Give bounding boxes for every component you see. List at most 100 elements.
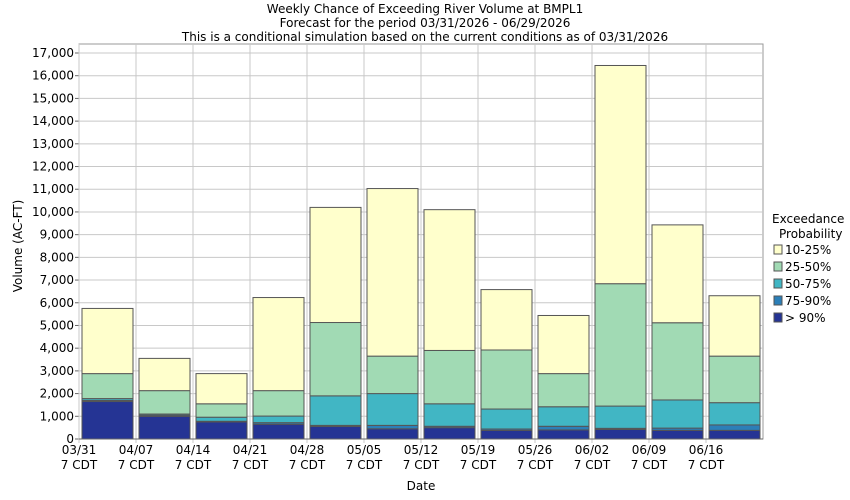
bar-segment-10-25- [708, 295, 761, 357]
x-tick-sublabel: 7 CDT [175, 458, 212, 472]
x-tick-label: 05/19 [461, 443, 496, 457]
y-tick-label: 12,000 [32, 160, 74, 174]
y-tick-label: 15,000 [32, 91, 74, 105]
bar-segment-10-25- [195, 373, 248, 405]
y-tick-label: 17,000 [32, 46, 74, 60]
bar-segment-75-90- [708, 424, 761, 431]
x-axis-label: Date [407, 479, 436, 493]
y-tick-label: 10,000 [32, 205, 74, 219]
bar-segment--90- [195, 421, 248, 440]
chart-title-line: Forecast for the period 03/31/2026 - 06/… [280, 16, 571, 30]
x-tick-sublabel: 7 CDT [631, 458, 668, 472]
legend-swatch [773, 295, 783, 306]
x-tick-label: 04/28 [290, 443, 325, 457]
bar-segment-50-75- [537, 406, 590, 427]
bar-segment--90- [252, 423, 305, 440]
x-tick-sublabel: 7 CDT [574, 458, 611, 472]
x-tick-label: 04/07 [119, 443, 154, 457]
bar-segment-25-50- [195, 403, 248, 418]
x-tick-sublabel: 7 CDT [118, 458, 155, 472]
bar-segment-25-50- [651, 322, 704, 401]
y-tick-label: 4,000 [40, 341, 74, 355]
x-tick-label: 05/26 [518, 443, 553, 457]
bar-segment-10-25- [138, 357, 191, 392]
y-tick-label: 13,000 [32, 137, 74, 151]
bar-segment-10-25- [366, 188, 419, 357]
x-tick-label: 05/12 [404, 443, 439, 457]
bar-segment-50-75- [366, 393, 419, 426]
legend-label: 50-75% [785, 277, 831, 291]
y-tick-label: 5,000 [40, 318, 74, 332]
bar-segment-50-75- [651, 399, 704, 429]
chart-title-line: Weekly Chance of Exceeding River Volume … [267, 2, 583, 16]
x-tick-sublabel: 7 CDT [346, 458, 383, 472]
bar-segment-10-25- [651, 224, 704, 324]
x-tick-sublabel: 7 CDT [688, 458, 725, 472]
legend-swatch [773, 312, 783, 323]
x-tick-sublabel: 7 CDT [289, 458, 326, 472]
y-tick-label: 6,000 [40, 296, 74, 310]
bar-segment-50-75- [195, 416, 248, 422]
bar-segment-10-25- [309, 206, 362, 324]
bar-segment-25-50- [309, 322, 362, 397]
bar-segment-50-75- [309, 395, 362, 426]
chart-title-line: This is a conditional simulation based o… [181, 30, 668, 44]
x-tick-label: 05/05 [347, 443, 382, 457]
x-tick-label: 04/21 [233, 443, 268, 457]
bar-segment--90- [309, 426, 362, 440]
x-tick-label: 06/09 [632, 443, 667, 457]
x-tick-sublabel: 7 CDT [61, 458, 98, 472]
legend-title: Exceedance [772, 212, 844, 226]
bar-segment-75-90- [366, 424, 419, 430]
bar-segment-25-50- [366, 355, 419, 395]
bar-segment--90- [423, 427, 476, 440]
bar-segment--90- [138, 415, 191, 440]
y-tick-label: 2,000 [40, 387, 74, 401]
bar-segment--90- [537, 429, 590, 440]
bar-segment--90- [594, 428, 647, 440]
bar-segment-25-50- [81, 373, 134, 400]
x-tick-sublabel: 7 CDT [403, 458, 440, 472]
bar-segment-10-25- [252, 297, 305, 392]
bar-segment-50-75- [708, 402, 761, 426]
bar-segment-10-25- [423, 209, 476, 351]
legend-label: 25-50% [785, 260, 831, 274]
bar-segment-25-50- [594, 283, 647, 407]
bar-segment-25-50- [252, 390, 305, 417]
x-tick-sublabel: 7 CDT [517, 458, 554, 472]
y-tick-label: 9,000 [40, 228, 74, 242]
x-tick-sublabel: 7 CDT [460, 458, 497, 472]
bar-segment--90- [708, 429, 761, 440]
legend-swatch [773, 244, 783, 255]
y-axis-label: Volume (AC-FT) [11, 200, 25, 293]
x-tick-label: 06/16 [689, 443, 724, 457]
bar-segment-50-75- [480, 408, 533, 430]
bar-segment-25-50- [537, 373, 590, 408]
bar-segment--90- [651, 429, 704, 440]
bar-segment-25-50- [423, 349, 476, 405]
legend-title: Probability [779, 227, 842, 241]
bar-segment-25-50- [138, 390, 191, 415]
y-tick-label: 8,000 [40, 250, 74, 264]
bar-segment-50-75- [252, 415, 305, 424]
y-tick-label: 7,000 [40, 273, 74, 287]
y-tick-label: 1,000 [40, 409, 74, 423]
bar-segment-10-25- [594, 64, 647, 285]
bar-segment-10-25- [480, 289, 533, 351]
bar-segment-25-50- [708, 355, 761, 404]
bar-segment-10-25- [537, 314, 590, 375]
y-tick-label: 14,000 [32, 114, 74, 128]
y-tick-label: 11,000 [32, 182, 74, 196]
x-tick-label: 03/31 [62, 443, 97, 457]
y-tick-label: 16,000 [32, 69, 74, 83]
legend-label: > 90% [785, 311, 826, 325]
bar-segment--90- [366, 428, 419, 440]
legend-label: 10-25% [785, 243, 831, 257]
legend-swatch [773, 261, 783, 272]
y-tick-label: 3,000 [40, 364, 74, 378]
bar-segment-25-50- [480, 349, 533, 410]
bar-segment--90- [480, 429, 533, 440]
y-tick-label: 0 [66, 432, 74, 446]
